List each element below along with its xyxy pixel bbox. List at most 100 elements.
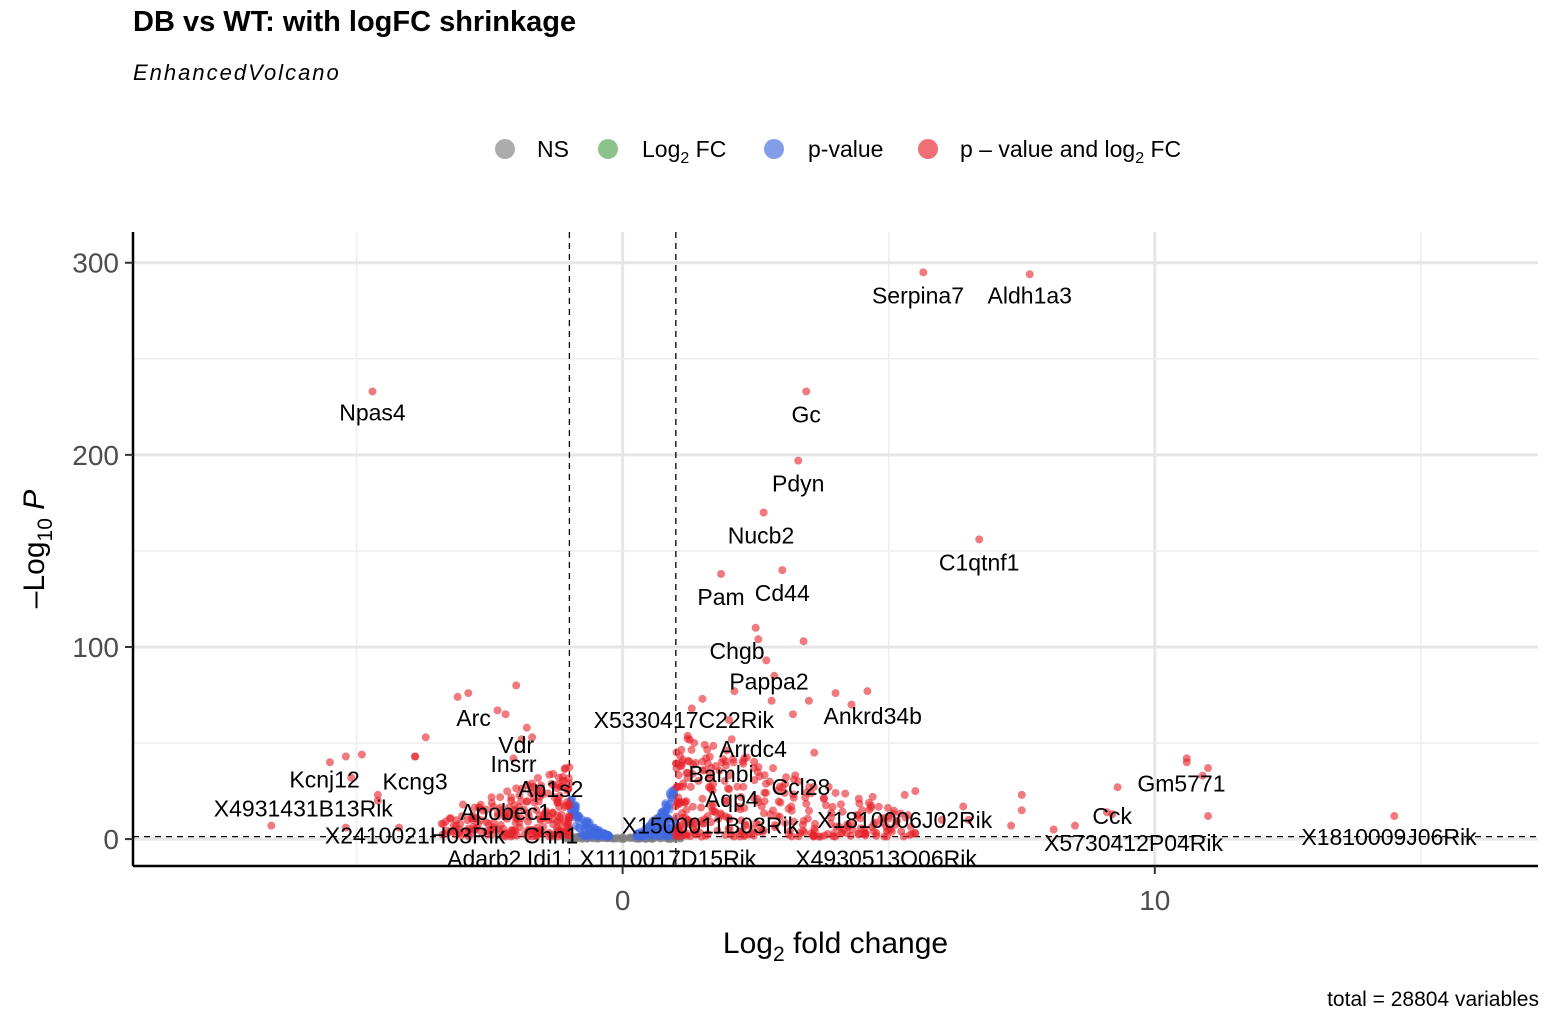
point-fcp bbox=[959, 802, 968, 811]
point-kcnj12 bbox=[341, 752, 350, 761]
point-apobec1 bbox=[458, 800, 467, 809]
point-fcp bbox=[464, 689, 473, 698]
point-fcp bbox=[838, 807, 847, 816]
point-cd44 bbox=[778, 566, 787, 575]
point-fcp bbox=[892, 816, 901, 825]
point-fcp bbox=[561, 801, 570, 810]
point-x1500011b03rik bbox=[698, 819, 707, 828]
point-fcp bbox=[522, 723, 531, 732]
point-chgb bbox=[754, 635, 763, 644]
point-fcp bbox=[716, 809, 725, 818]
point-fcp bbox=[357, 750, 366, 759]
point-fcp bbox=[438, 830, 447, 839]
point-fcp bbox=[869, 827, 878, 836]
point-fcp bbox=[900, 790, 909, 799]
point-fcp bbox=[543, 815, 552, 824]
point-fcp bbox=[672, 812, 681, 821]
label-chn1: Chn1 bbox=[523, 822, 578, 848]
label-insrr: Insrr bbox=[491, 751, 537, 777]
point-fcp bbox=[507, 793, 516, 802]
point-fcp bbox=[784, 804, 793, 813]
point-fcp bbox=[809, 831, 818, 840]
point-fcp bbox=[703, 812, 712, 821]
legend-label-fc: Log2 FC bbox=[642, 136, 726, 167]
point-fcp bbox=[735, 827, 744, 836]
label-x5330417c22rik: X5330417C22Rik bbox=[594, 707, 775, 733]
point-p bbox=[633, 832, 642, 841]
point-p bbox=[590, 823, 599, 832]
axes: 0 100 200 300 0 10 Log2 fold change –Log10 P bbox=[18, 232, 1538, 966]
label-apobec1: Apobec1 bbox=[460, 799, 551, 825]
point-fcp bbox=[325, 758, 334, 767]
point-fcp bbox=[831, 832, 840, 841]
legend-key-ns bbox=[495, 139, 515, 159]
point-fcp bbox=[512, 681, 521, 690]
point-fcp bbox=[672, 748, 681, 757]
point-fcp bbox=[709, 741, 718, 750]
point-aqp4 bbox=[725, 785, 734, 794]
point-fcp bbox=[860, 829, 869, 838]
point-fcp bbox=[463, 816, 472, 825]
point-fcp bbox=[811, 819, 820, 828]
point-kcng3 bbox=[411, 752, 420, 761]
point-fcp bbox=[474, 803, 483, 812]
point-fcp bbox=[725, 771, 734, 780]
point-fcp bbox=[805, 806, 814, 815]
point-fcp bbox=[1198, 771, 1207, 780]
point-fcp bbox=[831, 689, 840, 698]
point-fcp bbox=[827, 808, 836, 817]
point-fcp bbox=[734, 802, 743, 811]
point-fcp bbox=[730, 687, 739, 696]
point-serpina7 bbox=[919, 268, 928, 277]
point-fcp bbox=[773, 812, 782, 821]
point-fcp bbox=[517, 784, 526, 793]
label-x1810009j06rik: X1810009J06Rik bbox=[1301, 824, 1477, 850]
point-fcp bbox=[548, 808, 557, 817]
point-ankrd34b bbox=[847, 700, 856, 709]
label-x4931431b13rik: X4931431B13Rik bbox=[214, 795, 394, 821]
point-fcp bbox=[564, 818, 573, 827]
point-fcp bbox=[511, 806, 520, 815]
point-fcp bbox=[729, 758, 738, 767]
point-ap1s2 bbox=[549, 781, 558, 790]
label-adarb2: Adarb2 bbox=[447, 845, 521, 871]
point-fcp bbox=[897, 827, 906, 836]
point-fcp bbox=[565, 811, 574, 820]
point-fcp bbox=[563, 786, 572, 795]
point-fcp bbox=[884, 812, 893, 821]
point-fcp bbox=[767, 696, 776, 705]
point-fcp bbox=[874, 802, 883, 811]
chart-subtitle: EnhancedVolcano bbox=[133, 60, 341, 85]
point-fcp bbox=[877, 814, 886, 823]
label-x5730412p04rik: X5730412P04Rik bbox=[1044, 830, 1224, 856]
point-fcp bbox=[515, 818, 524, 827]
label-pappa2: Pappa2 bbox=[729, 669, 808, 695]
point-fcp bbox=[472, 814, 481, 823]
label-gm5771: Gm5771 bbox=[1137, 770, 1225, 796]
point-fcp bbox=[754, 763, 763, 772]
point-fcp bbox=[762, 656, 771, 665]
point-fcp bbox=[437, 819, 446, 828]
point-fcp bbox=[725, 715, 734, 724]
point-pappa2 bbox=[770, 671, 779, 680]
point-arc bbox=[493, 706, 502, 715]
point-fcp bbox=[679, 798, 688, 807]
label-x1500011b03rik: X1500011B03Rik bbox=[622, 813, 800, 839]
point-fcp bbox=[744, 830, 753, 839]
point-fcp bbox=[1017, 806, 1026, 815]
point-p bbox=[658, 807, 667, 816]
label-vdr: Vdr bbox=[498, 732, 534, 758]
point-fcp bbox=[774, 797, 783, 806]
point-fcp bbox=[694, 776, 703, 785]
y-tick-label: 300 bbox=[72, 248, 119, 279]
point-fcp bbox=[887, 827, 896, 836]
point-fcp bbox=[883, 803, 892, 812]
point-fcp bbox=[706, 785, 715, 794]
point-aldh1a3 bbox=[1025, 270, 1034, 279]
point-fcp bbox=[691, 819, 700, 828]
point-fcp bbox=[832, 822, 841, 831]
point-fcp bbox=[807, 789, 816, 798]
point-fcp bbox=[536, 781, 545, 790]
label-x1810006j02rik: X1810006J02Rik bbox=[817, 807, 993, 833]
point-ns bbox=[619, 834, 628, 843]
